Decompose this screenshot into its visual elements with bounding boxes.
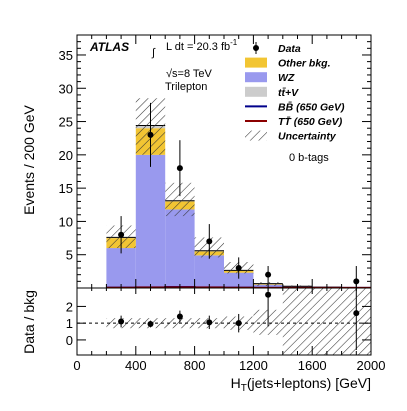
legend-marker-other (245, 57, 267, 68)
ratio-plot-panel: 0 1 2 0 400 800 1200 1600 2000 (66, 287, 386, 373)
main-ytick-label-5: 5 (66, 248, 73, 263)
x-tick-label-2000: 2000 (357, 358, 386, 373)
main-ytick-label-10: 10 (59, 214, 73, 229)
data-point-2 (176, 165, 183, 172)
x-tick-label-400: 400 (125, 358, 147, 373)
x-title-rest: (jets+leptons) [GeV] (247, 375, 371, 391)
legend-label-data: Data (278, 43, 301, 55)
data-point-6 (353, 278, 360, 285)
channel-label: Trilepton (165, 81, 207, 93)
ratio-point-5 (265, 291, 272, 298)
ratio-band-7 (312, 288, 342, 355)
lumi-integral: ∫ (151, 47, 156, 59)
main-ytick-label-25: 25 (59, 115, 73, 130)
legend-marker-data (253, 45, 259, 51)
x-tick-label-0: 0 (73, 358, 80, 373)
ratio-point-6 (353, 310, 360, 317)
legend-marker-unc (245, 130, 267, 141)
data-point-1 (147, 131, 154, 138)
main-ytick-label-30: 30 (59, 81, 73, 96)
x-tick-label-800: 800 (184, 358, 206, 373)
bar-wz-3 (194, 255, 224, 288)
legend-label-tt: TT̄ (650 GeV) (278, 116, 343, 128)
legend: Data Other bkg. WZ tt̄+V BB̄ (650 GeV) TT̄ (6… (245, 42, 345, 143)
ratio-point-3 (206, 319, 213, 326)
main-ytick-label-35: 35 (59, 48, 73, 63)
legend-label-wz: WZ (278, 72, 295, 84)
legend-label-other: Other bkg. (278, 58, 331, 70)
y-axis-title-main: Events / 200 GeV (21, 104, 37, 214)
data-point-0 (118, 231, 125, 238)
legend-label-ttv: tt̄+V (278, 87, 299, 99)
bar-wz-1 (135, 154, 166, 288)
atlas-label: ATLAS (89, 40, 129, 54)
x-tick-label-1600: 1600 (298, 358, 327, 373)
main-plot-panel: 5 10 15 20 25 30 35 ATLAS ∫ L dt = 20.3 fb-1 √… (59, 34, 372, 289)
ratio-ytick-label-1: 1 (66, 316, 73, 331)
data-point-4 (235, 265, 242, 272)
x-title-sub: T (241, 383, 247, 394)
x-tick-label-1200: 1200 (239, 358, 268, 373)
legend-marker-ttv (245, 86, 267, 97)
legend-label-bb: BB̄ (650 GeV) (278, 101, 345, 113)
x-title-h: H (231, 375, 241, 391)
energy-label: √s=8 TeV (166, 68, 213, 80)
main-ytick-label-20: 20 (59, 148, 73, 163)
legend-marker-wz (245, 72, 267, 83)
y-axis-title-ratio: Data / bkg (21, 290, 37, 354)
bar-wz-4 (224, 272, 254, 288)
legend-label-unc: Uncertainty (278, 131, 337, 143)
ratio-point-2 (176, 313, 183, 320)
ratio-ytick-label-0: 0 (66, 333, 73, 348)
ratio-band-6 (282, 288, 313, 355)
ratio-ytick-label-2: 2 (66, 299, 73, 314)
lumi-exponent: -1 (230, 38, 238, 47)
data-point-3 (206, 238, 213, 245)
lumi-label: L dt = 20.3 fb-1 (166, 38, 238, 53)
lumi-text: L dt = 20.3 fb (166, 41, 230, 53)
main-ytick-label-15: 15 (59, 181, 73, 196)
x-axis-title: HT(jets+leptons) [GeV] (231, 375, 371, 394)
btag-label: 0 b-tags (289, 152, 329, 164)
bar-wz-2 (165, 209, 195, 288)
bar-wz-0 (106, 248, 136, 288)
ratio-point-1 (147, 321, 154, 328)
ratio-point-0 (118, 318, 125, 325)
ratio-point-4 (235, 320, 242, 327)
data-point-5 (265, 271, 272, 278)
